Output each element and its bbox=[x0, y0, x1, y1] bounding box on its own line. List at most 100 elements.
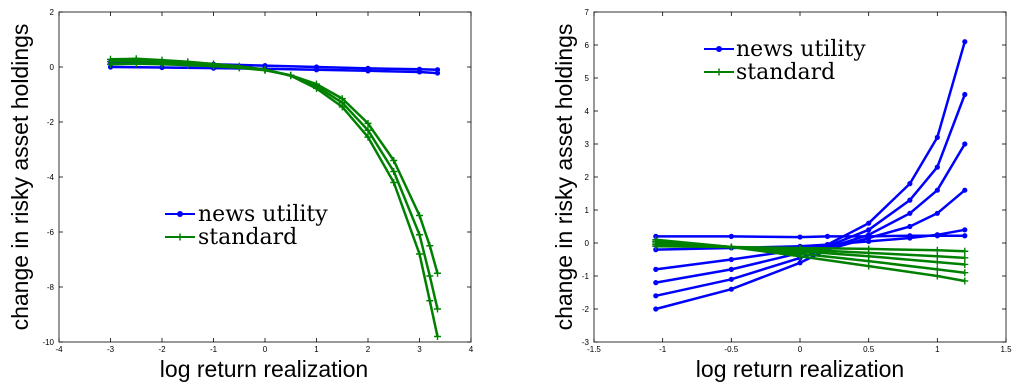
right-y-tick-label: 0 bbox=[585, 239, 590, 248]
left-standard-point bbox=[364, 119, 372, 127]
left-standard-point bbox=[132, 55, 140, 63]
right-news-utility-point bbox=[866, 238, 872, 244]
left-standard-point bbox=[416, 231, 423, 239]
left-y-tick-label: -4 bbox=[47, 173, 55, 182]
right-standard-point bbox=[961, 269, 969, 277]
left-news-utility-curve bbox=[110, 65, 438, 75]
left-standard-curve bbox=[110, 59, 439, 310]
right-standard-point bbox=[961, 260, 969, 268]
right-standard-point bbox=[961, 254, 969, 262]
left-standard-point bbox=[426, 242, 434, 250]
right-standard-curve bbox=[655, 238, 966, 283]
left-series-layer bbox=[107, 55, 442, 340]
right-y-tick-label: -3 bbox=[582, 338, 590, 347]
right-legend: news utility standard bbox=[704, 37, 866, 85]
left-standard-point bbox=[313, 84, 320, 92]
right-standard-point bbox=[933, 272, 941, 280]
right-x-tick-label: 0.5 bbox=[863, 345, 875, 354]
right-legend-news-label: news utility bbox=[736, 37, 866, 62]
left-standard-point bbox=[235, 62, 243, 70]
left-standard-point bbox=[426, 297, 434, 305]
left-standard-point bbox=[434, 333, 442, 340]
left-standard-point bbox=[184, 58, 192, 66]
right-y-tick-label: 5 bbox=[585, 74, 590, 83]
left-x-tick-label: 2 bbox=[366, 345, 371, 354]
right-x-axis-label: log return realization bbox=[696, 356, 904, 382]
left-standard-point bbox=[210, 60, 217, 68]
right-y-tick-label: 4 bbox=[585, 107, 590, 116]
right-standard-point bbox=[652, 236, 660, 244]
left-standard-point bbox=[434, 269, 442, 277]
right-legend-standard-label: standard bbox=[736, 60, 835, 85]
right-y-tick-label: 6 bbox=[585, 41, 590, 50]
left-x-tick-label: 3 bbox=[417, 345, 422, 354]
right-news-utility-point bbox=[934, 164, 940, 170]
right-x-tick-label: 1 bbox=[935, 345, 940, 354]
left-news-utility-point bbox=[416, 69, 423, 75]
left-x-ticks: -4 -3 -2 -1 0 1 2 3 4 bbox=[55, 12, 474, 354]
right-standard-point bbox=[727, 243, 735, 251]
right-news-utility-point bbox=[907, 210, 913, 216]
right-standard-point bbox=[961, 277, 969, 285]
left-legend-news-label: news utility bbox=[198, 202, 328, 227]
right-x-tick-label: -0.5 bbox=[724, 345, 738, 354]
left-legend: news utility standard bbox=[165, 202, 328, 250]
right-news-utility-point bbox=[797, 260, 803, 266]
right-news-utility-point bbox=[728, 266, 734, 272]
right-x-tick-label: 1.5 bbox=[1000, 345, 1012, 354]
left-y-tick-label: 0 bbox=[50, 63, 55, 72]
left-y-tick-label: -10 bbox=[42, 338, 54, 347]
right-news-utility-point bbox=[866, 227, 872, 233]
right-plot: 7 6 5 4 3 2 1 0 -1 -2 -3 -1.5 -1 -0.5 0 0.5 1 1.5 log re… bbox=[551, 8, 1012, 382]
left-standard-point bbox=[158, 56, 166, 64]
left-news-utility-point bbox=[365, 68, 371, 74]
right-news-utility-point bbox=[653, 280, 659, 286]
right-y-ticks: 7 6 5 4 3 2 1 0 -1 -2 -3 bbox=[582, 8, 1006, 347]
right-news-utility-point bbox=[653, 293, 659, 299]
right-news-utility-point bbox=[934, 134, 940, 140]
left-legend-news-marker bbox=[177, 211, 183, 217]
right-x-tick-label: 0 bbox=[798, 345, 803, 354]
left-standard-point bbox=[416, 250, 423, 258]
right-news-utility-point bbox=[907, 235, 913, 241]
left-standard-point bbox=[107, 55, 114, 63]
left-news-utility-point bbox=[434, 70, 441, 76]
right-standard-point bbox=[933, 252, 941, 260]
left-plot: 20-2-4-6-8-10 -4 -3 -2 -1 0 1 2 3 4 log return r… bbox=[7, 8, 474, 382]
left-standard-curve bbox=[110, 57, 439, 337]
right-news-utility-point bbox=[728, 256, 734, 263]
right-y-tick-label: 3 bbox=[585, 140, 590, 149]
left-y-tick-label: -8 bbox=[47, 283, 55, 292]
right-news-utility-point bbox=[797, 234, 803, 240]
left-x-tick-label: -4 bbox=[55, 345, 63, 354]
right-news-utility-point bbox=[934, 187, 940, 193]
left-standard-point bbox=[426, 272, 434, 280]
right-news-utility-point bbox=[728, 233, 734, 239]
left-x-axis-label: log return realization bbox=[160, 356, 368, 382]
right-news-utility-point bbox=[653, 306, 659, 312]
right-standard-point bbox=[933, 258, 941, 266]
left-x-tick-label: -2 bbox=[158, 345, 166, 354]
left-x-tick-label: -3 bbox=[107, 345, 115, 354]
left-standard-point bbox=[364, 126, 372, 134]
left-y-tick-label: -6 bbox=[47, 228, 55, 237]
right-legend-standard-marker bbox=[715, 68, 723, 76]
right-y-axis-label: change in risky asset holdings bbox=[551, 24, 577, 331]
left-x-tick-label: 4 bbox=[469, 345, 474, 354]
right-news-utility-point bbox=[907, 223, 913, 230]
right-standard-point bbox=[933, 246, 941, 254]
right-news-utility-point bbox=[962, 91, 968, 98]
right-news-utility-point bbox=[728, 276, 734, 282]
right-news-utility-point bbox=[962, 39, 968, 45]
left-standard-point bbox=[390, 168, 398, 175]
right-series-layer bbox=[652, 39, 969, 312]
right-news-utility-point bbox=[907, 197, 913, 203]
right-news-utility-point bbox=[728, 286, 734, 292]
right-standard-point bbox=[865, 262, 873, 270]
right-x-ticks: -1.5 -1 -0.5 0 0.5 1 1.5 bbox=[587, 12, 1012, 354]
right-news-utility-point bbox=[934, 210, 940, 216]
right-news-utility-curve bbox=[655, 143, 966, 298]
right-news-utility-point bbox=[653, 266, 659, 272]
right-news-utility-point bbox=[962, 187, 968, 193]
